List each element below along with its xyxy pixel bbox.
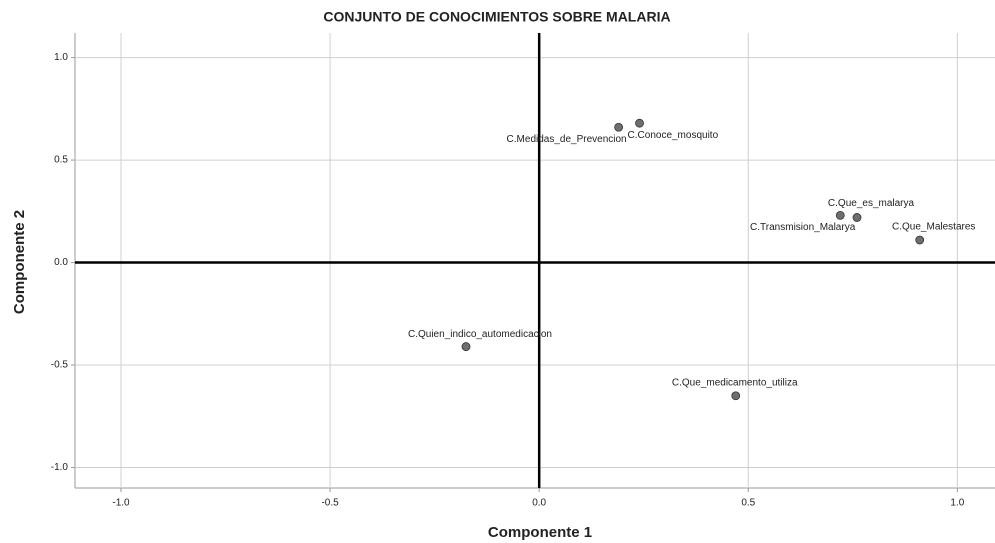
y-tick-label: 1.0 xyxy=(54,52,68,63)
y-axis-title: Componente 2 xyxy=(11,210,28,314)
x-tick-label: -0.5 xyxy=(321,498,339,509)
point-label: C.Transmision_Malarya xyxy=(750,222,856,233)
point-label: C.Que_es_malarya xyxy=(828,198,915,209)
chart-title: CONJUNTO DE CONOCIMIENTOS SOBRE MALARIA xyxy=(323,9,670,25)
point xyxy=(731,391,741,401)
y-tick-label: -0.5 xyxy=(51,360,69,371)
point xyxy=(852,213,862,222)
y-tick-label: 0.5 xyxy=(54,155,68,166)
x-tick-label: -1.0 xyxy=(112,498,130,509)
point-label: C.Que_medicamento_utiliza xyxy=(672,377,798,388)
point xyxy=(915,235,925,245)
x-tick-label: 1.0 xyxy=(950,498,964,509)
point xyxy=(635,118,644,128)
y-tick-label: -1.0 xyxy=(51,462,69,473)
point xyxy=(614,122,624,132)
point-label: C.Que_Malestares xyxy=(892,222,975,233)
point xyxy=(461,342,471,351)
y-tick-label: 0.0 xyxy=(54,257,68,268)
point-label: C.Conoce_mosquito xyxy=(628,130,719,141)
x-tick-label: 0.0 xyxy=(532,498,546,509)
point-label: C.Quien_indico_automedicacion xyxy=(408,329,552,340)
point-label: C.Medidas_de_Prevencion xyxy=(507,134,627,145)
x-axis-title: Componente 1 xyxy=(488,524,592,541)
point xyxy=(835,211,845,220)
x-tick-label: 0.5 xyxy=(741,498,755,509)
